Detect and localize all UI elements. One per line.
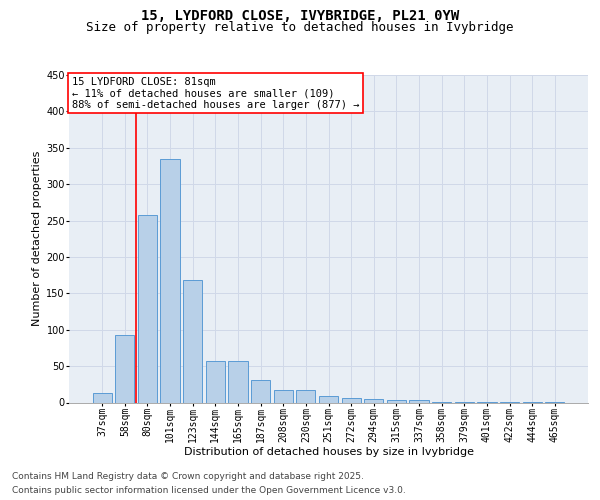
Y-axis label: Number of detached properties: Number of detached properties: [32, 151, 42, 326]
Bar: [296, 390, 316, 402]
Bar: [409, 400, 428, 402]
Bar: [251, 380, 270, 402]
Bar: [229, 361, 248, 403]
Bar: [183, 280, 202, 402]
Text: Contains HM Land Registry data © Crown copyright and database right 2025.: Contains HM Land Registry data © Crown c…: [12, 472, 364, 481]
Bar: [115, 335, 134, 402]
Bar: [160, 158, 180, 402]
Text: 15, LYDFORD CLOSE, IVYBRIDGE, PL21 0YW: 15, LYDFORD CLOSE, IVYBRIDGE, PL21 0YW: [141, 9, 459, 23]
Bar: [387, 400, 406, 402]
Bar: [341, 398, 361, 402]
Text: 15 LYDFORD CLOSE: 81sqm
← 11% of detached houses are smaller (109)
88% of semi-d: 15 LYDFORD CLOSE: 81sqm ← 11% of detache…: [71, 76, 359, 110]
Bar: [319, 396, 338, 402]
Bar: [138, 214, 157, 402]
Bar: [92, 393, 112, 402]
Text: Size of property relative to detached houses in Ivybridge: Size of property relative to detached ho…: [86, 21, 514, 34]
Bar: [206, 361, 225, 403]
Bar: [274, 390, 293, 402]
Bar: [364, 399, 383, 402]
X-axis label: Distribution of detached houses by size in Ivybridge: Distribution of detached houses by size …: [184, 448, 473, 458]
Text: Contains public sector information licensed under the Open Government Licence v3: Contains public sector information licen…: [12, 486, 406, 495]
